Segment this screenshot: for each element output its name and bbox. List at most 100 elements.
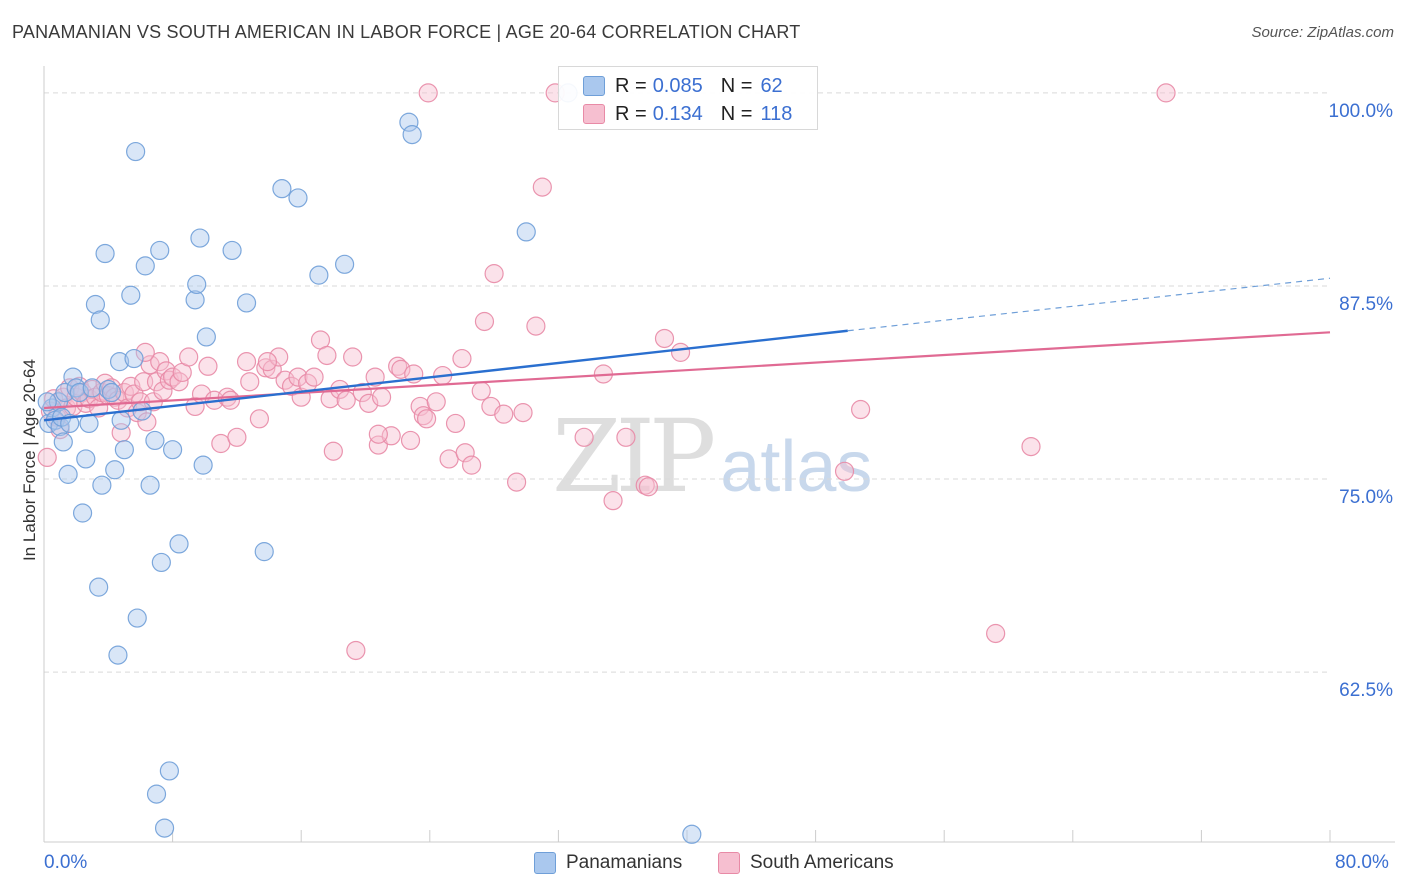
trend-lines [43,277,1331,422]
data-point [140,475,160,495]
y-tick-label: 62.5% [1339,680,1393,702]
chart-title: PANAMANIAN VS SOUTH AMERICAN IN LABOR FO… [12,22,801,42]
series-legend-label: South Americans [750,852,894,873]
data-point [288,188,308,208]
data-point [638,477,659,497]
data-point [146,784,167,804]
series-legend-panamanians[interactable]: Panamanians [534,852,682,874]
data-point [187,274,207,295]
data-point [72,503,93,523]
source-label: Source: ZipAtlas.com [1251,24,1394,41]
data-point [317,345,337,366]
legend-row-south-americans: R = 0.134 N = 118 [583,101,792,127]
data-point [126,141,146,162]
data-point [76,449,96,469]
series-swatch-pink [718,852,740,874]
data-point [121,376,141,396]
south-americans-points [37,83,1176,661]
data-point [69,382,89,403]
data-point [304,367,324,387]
series-legend-label: Panamanians [566,852,683,873]
legend-swatch-pink [583,104,605,124]
data-point [53,432,73,452]
panamanians-points [37,83,702,844]
data-point [154,818,175,838]
data-point [426,392,446,412]
data-point [399,112,419,132]
data-point [445,413,466,434]
data-point [240,372,260,392]
data-point [236,293,257,313]
x-tick-label: 0.0% [44,852,88,873]
data-point [513,403,533,423]
data-point [37,447,57,468]
series-swatch-blue [534,852,556,874]
data-point [388,356,408,376]
data-point [95,243,115,264]
data-point [402,124,422,145]
data-point [484,264,504,284]
data-point [92,475,112,495]
data-point [114,440,134,460]
watermark-zip: ZIP [552,398,716,515]
data-point [439,449,459,469]
x-tick-label: 80.0% [1335,852,1389,873]
legend-n-value: 118 [760,102,793,125]
legend-r-value: 0.085 [652,74,703,97]
axes [43,66,1395,843]
data-point [452,348,472,369]
data-point [151,552,171,573]
data-point [986,623,1006,644]
data-point [254,542,274,562]
data-point [105,460,125,480]
data-point [494,404,514,424]
legend-n-label: N = [720,74,753,97]
y-tick-label: 75.0% [1339,487,1393,509]
data-point [474,311,495,332]
data-point [108,645,128,665]
data-point [526,316,546,336]
grid-lines [44,92,1330,673]
data-point [85,294,106,315]
data-point [574,427,594,447]
data-point [196,327,216,347]
data-point [227,427,247,447]
y-tick-label: 100.0% [1328,100,1393,122]
y-axis-label: In Labor Force | Age 20-64 [20,359,39,561]
data-point [90,310,110,330]
data-point [150,240,170,261]
data-point [163,440,183,460]
data-point [670,342,691,362]
data-point [272,179,292,199]
data-point [851,399,871,420]
data-point [193,455,213,475]
data-point [416,409,437,429]
data-point [101,382,122,403]
data-point [365,367,385,387]
data-point [400,430,421,451]
data-point [335,254,355,274]
legend-n-label: N = [720,102,753,125]
data-point [198,356,218,376]
series-legend-south-americans[interactable]: South Americans [718,852,894,874]
data-point [111,410,131,430]
data-point [371,387,392,407]
data-point [516,222,536,242]
data-point [1156,83,1176,103]
data-point [257,352,278,372]
legend-r-label: R = [615,102,647,125]
data-point [82,378,102,398]
data-point [121,285,141,305]
legend-row-panamanians: R = 0.085 N = 62 [583,73,783,99]
data-point [603,491,623,511]
data-point [169,534,189,554]
data-point [159,761,179,781]
data-point [137,412,157,432]
data-point [323,441,343,461]
data-point [236,352,257,372]
data-point [635,475,655,495]
trend-line-panamanians [43,329,848,422]
data-point [135,256,155,276]
data-point [834,461,855,481]
